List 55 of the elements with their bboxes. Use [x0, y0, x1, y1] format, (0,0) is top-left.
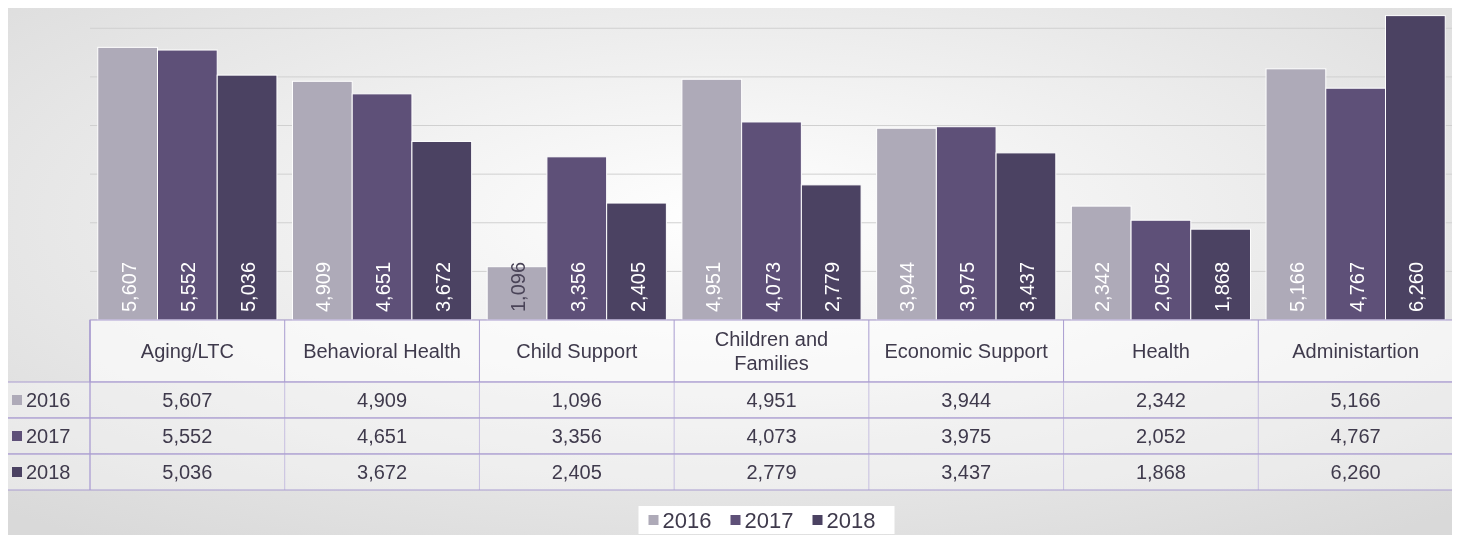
data-label: 1,868 [1135, 461, 1186, 483]
text: 2018 [26, 461, 71, 483]
data-label: 4,767 [1330, 425, 1381, 447]
text: 3,356 [566, 261, 589, 312]
data-label: 4,073 [746, 425, 797, 447]
text: 4,951 [701, 261, 724, 312]
x-tick-label: Behavioral Health [303, 340, 462, 362]
data-label: 2,342 [1135, 389, 1186, 411]
text: 4,909 [312, 261, 335, 312]
text: 1,096 [507, 261, 530, 312]
data-label: 5,036 [162, 461, 213, 483]
x-tick-label: Aging/LTC [140, 340, 234, 362]
data-label: 3,356 [551, 425, 602, 447]
text: 3,975 [956, 261, 979, 312]
text: 6,260 [1405, 261, 1428, 312]
text: 3,944 [896, 261, 919, 312]
text: 5,166 [1285, 261, 1308, 312]
x-tick-label: Administartion [1292, 340, 1419, 362]
text: 2,779 [821, 261, 844, 312]
text: 4,767 [1345, 261, 1368, 312]
text: 2017 [26, 425, 71, 447]
data-label: 2,405 [551, 461, 602, 483]
text: 3,672 [431, 261, 454, 312]
text: 2,405 [626, 261, 649, 312]
x-tick-label: Economic Support [884, 340, 1049, 362]
data-label: 3,437 [941, 461, 992, 483]
text: 2016 [662, 508, 712, 533]
data-label: 3,975 [941, 425, 992, 447]
data-label: 1,096 [551, 389, 602, 411]
data-label: 5,166 [1330, 389, 1381, 411]
text: 3,437 [1015, 261, 1038, 312]
data-label: 4,651 [357, 425, 408, 447]
data-label: 5,607 [162, 389, 213, 411]
data-label: 4,909 [357, 389, 408, 411]
data-label: 2,052 [1135, 425, 1186, 447]
text: 1,868 [1210, 261, 1233, 312]
x-tick-label: Health [1132, 340, 1190, 362]
text: 2,342 [1091, 261, 1114, 312]
data-label: 2,779 [746, 461, 797, 483]
text: 5,552 [177, 261, 200, 312]
text: 2,052 [1150, 261, 1173, 312]
text: 4,073 [761, 261, 784, 312]
x-tick-label: Children and Families [714, 328, 829, 374]
legend-label: 2018 [826, 508, 876, 533]
legend-label: 2016 [26, 389, 71, 411]
data-label: 4,951 [746, 389, 797, 411]
data-label: 5,552 [162, 425, 213, 447]
x-tick-label: Child Support [516, 340, 638, 362]
data-label: 3,672 [357, 461, 408, 483]
data-label: 6,260 [1330, 461, 1381, 483]
text: 4,651 [372, 261, 395, 312]
text: 5,036 [237, 261, 260, 312]
text: 5,607 [117, 261, 140, 312]
data-label: 3,944 [941, 389, 992, 411]
text: 2017 [744, 508, 794, 533]
